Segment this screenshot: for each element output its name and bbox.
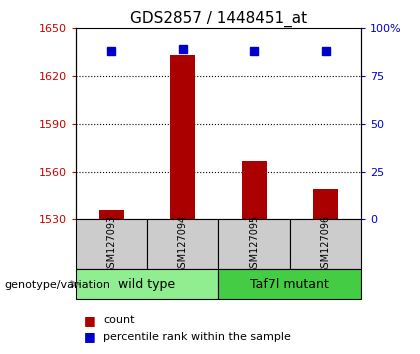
Text: ■: ■: [84, 331, 96, 343]
Bar: [313, 189, 338, 219]
Text: GSM127094: GSM127094: [178, 215, 188, 274]
Text: count: count: [103, 315, 134, 325]
Text: wild type: wild type: [118, 278, 176, 291]
FancyBboxPatch shape: [218, 269, 361, 299]
Bar: [241, 161, 267, 219]
FancyBboxPatch shape: [147, 219, 218, 269]
FancyBboxPatch shape: [76, 269, 218, 299]
FancyBboxPatch shape: [218, 219, 290, 269]
Text: GSM127093: GSM127093: [106, 215, 116, 274]
Text: percentile rank within the sample: percentile rank within the sample: [103, 332, 291, 342]
Text: Taf7l mutant: Taf7l mutant: [250, 278, 329, 291]
Bar: [99, 210, 124, 219]
Title: GDS2857 / 1448451_at: GDS2857 / 1448451_at: [130, 11, 307, 27]
Text: GSM127096: GSM127096: [320, 215, 331, 274]
Bar: [170, 56, 195, 219]
Text: GSM127095: GSM127095: [249, 215, 259, 274]
FancyBboxPatch shape: [76, 219, 147, 269]
Text: genotype/variation: genotype/variation: [4, 280, 110, 290]
Text: ■: ■: [84, 314, 96, 327]
FancyBboxPatch shape: [290, 219, 361, 269]
